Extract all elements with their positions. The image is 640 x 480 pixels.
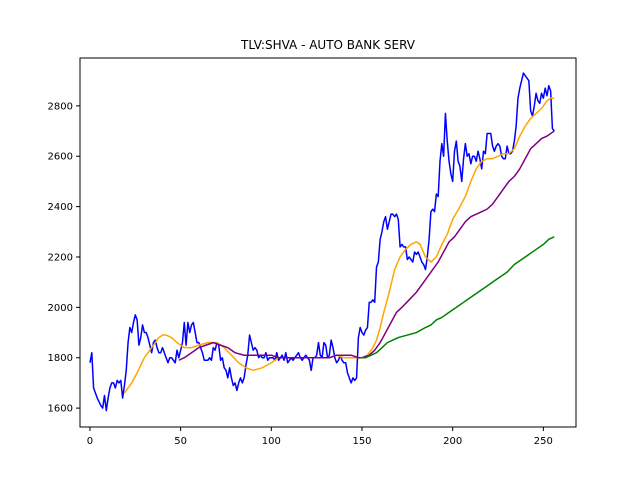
y-tick-label: 2200 [48,252,73,263]
x-tick-label: 150 [352,436,371,447]
x-tick-label: 200 [443,436,462,447]
x-tick-label: 0 [87,436,93,447]
x-tick-label: 100 [262,436,281,447]
chart-title: TLV:SHVA - AUTO BANK SERV [240,38,416,52]
y-tick-label: 2600 [48,152,73,163]
y-tick-label: 1600 [48,404,73,415]
y-tick-label: 2000 [48,303,73,314]
y-tick-label: 2800 [48,101,73,112]
y-tick-label: 2400 [48,202,73,213]
x-tick-label: 50 [174,436,187,447]
x-tick-label: 250 [534,436,553,447]
y-tick-label: 1800 [48,353,73,364]
